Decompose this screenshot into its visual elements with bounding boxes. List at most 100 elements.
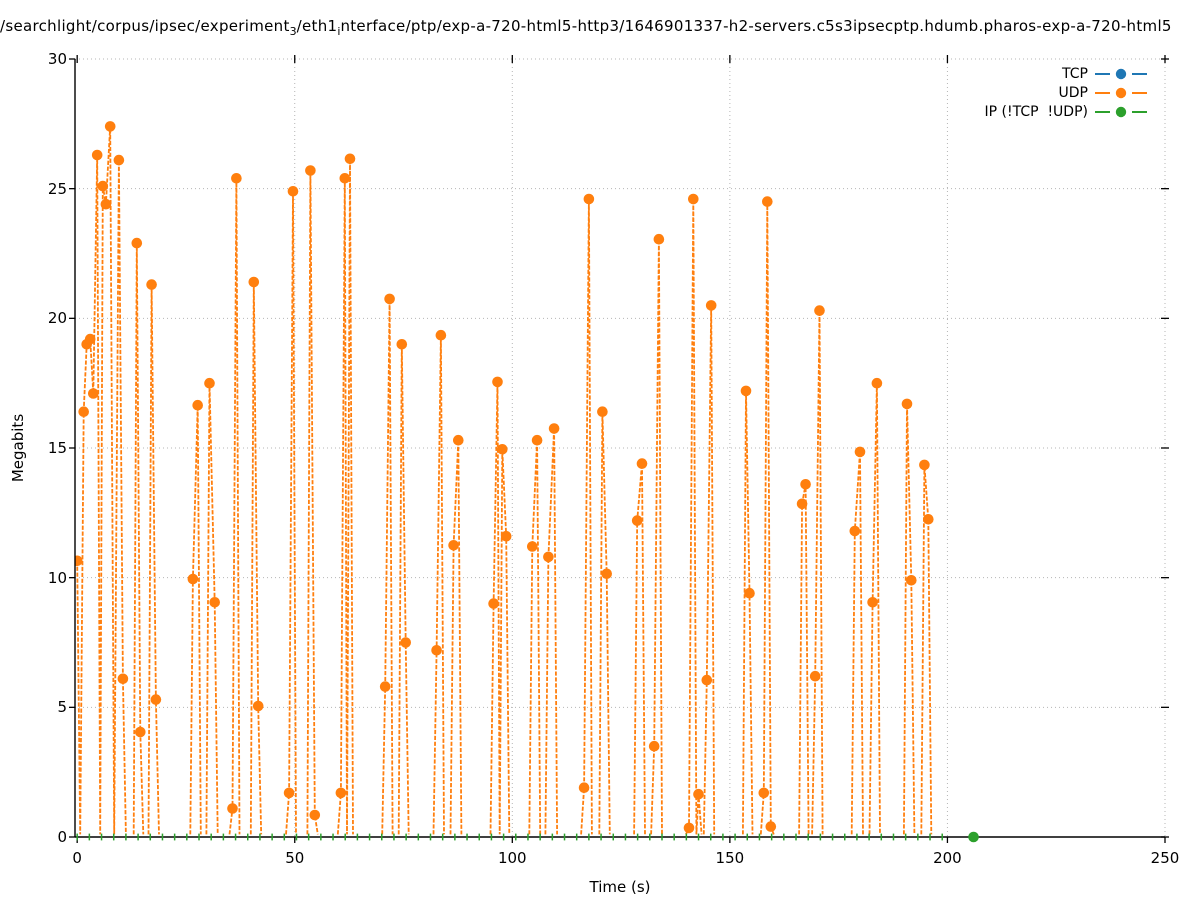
udp-point [252,700,264,712]
udp-point [113,154,125,166]
udp-point [809,670,821,682]
udp-point [84,333,96,345]
udp-point [97,180,109,192]
udp-point [578,782,590,793]
udp-point [131,237,143,249]
udp-line-burst-17 [580,198,593,835]
chart-title: /searchlight/corpus/ipsec/experiment3/et… [0,17,1197,41]
udp-line-burst-19 [633,463,646,835]
legend-label: TCP [1062,65,1088,82]
udp-line-burst-6 [249,281,263,835]
udp-point [849,525,861,537]
udp-point [287,186,299,197]
udp-line-burst-29 [903,403,916,835]
udp-line-burst-18 [598,411,611,835]
udp-point [88,388,99,399]
legend-item-udp: UDP [985,83,1147,102]
x-tick-label: 150 [715,849,745,867]
x-tick-label: 200 [933,849,962,867]
udp-line-burst-8 [306,170,319,835]
chart-title-part: /eth1 [296,17,338,35]
legend-label: UDP [1058,84,1088,101]
ip-point [968,831,979,843]
udp-point [631,515,643,526]
udp-point [765,821,777,832]
y-tick-label: 5 [57,698,67,717]
udp-point [283,787,295,799]
udp-line-burst-26 [811,310,824,835]
udp-point [100,198,112,210]
udp-point [701,674,713,686]
udp-line-burst-12 [432,335,445,835]
udp-point [648,740,660,752]
udp-point [653,233,665,245]
udp-line-burst-11 [397,344,410,835]
y-tick-label: 30 [47,50,67,68]
udp-line-burst-24 [759,201,775,835]
udp-point [906,575,917,586]
udp-point [384,293,395,305]
udp-line-burst-13 [449,440,463,835]
x-tick-label: 50 [285,849,305,867]
udp-point [400,637,412,648]
chart-title-subscript: i [337,25,341,38]
udp-point [146,279,157,290]
legend-line-marker-icon [1095,68,1147,79]
legend-item-tcp: TCP [985,64,1147,83]
udp-point [117,673,129,685]
udp-line-burst-1 [132,243,145,835]
udp-point [150,694,162,705]
y-tick-label: 0 [57,828,67,846]
udp-line-burst-3 [189,405,202,835]
udp-point [901,398,913,410]
udp-point [854,446,866,458]
legend: TCP UDP IP (!TCP !UDP) [984,64,1147,121]
udp-line-burst-9 [336,158,354,835]
udp-line-burst-4 [205,383,219,835]
udp-point [335,787,347,799]
udp-point [209,597,220,608]
udp-line-burst-7 [285,191,297,835]
x-tick-label: 0 [72,849,82,867]
legend-label: IP (!TCP !UDP) [984,103,1089,120]
udp-point [379,681,391,692]
y-tick-label: 10 [47,568,67,587]
udp-line-burst-27 [850,451,864,835]
udp-point [693,788,704,800]
y-tick-label: 25 [47,179,67,198]
udp-point [744,587,755,599]
udp-point [919,459,930,471]
chart-title-subscript: 3 [289,25,297,38]
udp-point [543,551,554,563]
udp-point [867,597,878,608]
x-axis-label: Time (s) [589,878,651,896]
udp-line-burst-25 [798,484,810,835]
udp-line-burst-2 [147,284,160,835]
chart-title-part: nterface/ptp/exp-a-720-html5-http3/16469… [340,17,1172,35]
udp-line-burst-30 [920,464,933,835]
udp-line-burst-15 [528,440,542,835]
legend-line-marker-icon [1095,87,1147,98]
udp-point [527,541,538,552]
y-tick-label: 15 [47,439,67,457]
udp-point [187,573,199,585]
udp-series [75,121,934,835]
udp-point [923,514,934,525]
udp-point [758,787,770,799]
legend-item-ip-tcp-udp: IP (!TCP !UDP) [984,102,1147,121]
udp-point [871,377,883,389]
udp-point [344,153,356,165]
udp-line-burst-0 [76,126,127,835]
udp-point [500,530,512,542]
udp-line-burst-23 [742,390,754,835]
y-tick-label: 20 [47,309,67,328]
udp-point [583,193,595,205]
x-tick-label: 250 [1150,849,1180,867]
udp-point [204,377,215,389]
udp-point [683,822,695,834]
udp-point [192,399,203,411]
udp-point [796,498,808,510]
udp-point [231,173,242,184]
udp-point [453,434,464,446]
udp-point [104,121,116,132]
